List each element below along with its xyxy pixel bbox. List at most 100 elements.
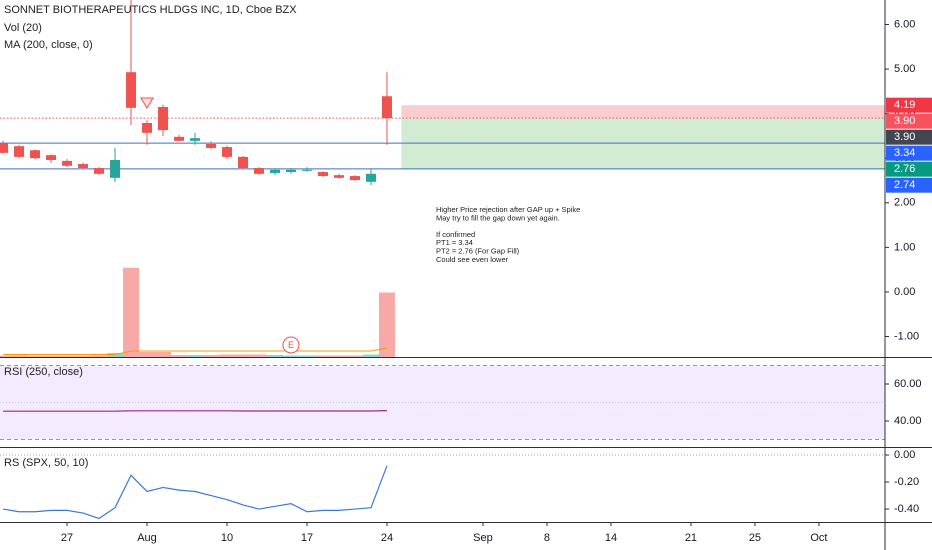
candle-body (142, 123, 153, 133)
rs-line (2, 465, 388, 520)
price-label: 3.90 (894, 115, 915, 127)
candle-body (206, 143, 217, 148)
pane-title: RS (SPX, 50, 10) (4, 457, 88, 469)
arrow-marker (140, 97, 154, 109)
y-tick-label: -1.00 (894, 330, 919, 342)
volume-bar (59, 356, 76, 357)
volume-bar (330, 355, 347, 357)
x-tick-label: 17 (301, 532, 313, 544)
price-label-bg (886, 113, 932, 129)
volume-bar (346, 355, 363, 357)
annotation-text: Could see even lower (436, 255, 509, 264)
y-tick-label: 2.00 (894, 197, 915, 209)
x-tick-label: 24 (381, 532, 393, 544)
volume-bar (283, 355, 300, 357)
volume-bar (378, 292, 395, 357)
candle-body (110, 160, 121, 178)
stop-zone (401, 105, 885, 119)
volume-bar (235, 354, 252, 357)
x-tick-label: 21 (685, 532, 697, 544)
price-label: 3.90 (894, 131, 915, 143)
indicator-label: Vol (20) (4, 22, 42, 34)
candle-body (94, 168, 105, 174)
candle-body (30, 150, 41, 159)
candle-body (78, 164, 89, 169)
x-tick-label: 8 (544, 532, 550, 544)
volume-bar (362, 354, 379, 357)
indicator-label: MA (200, close, 0) (4, 39, 93, 51)
candle-body (62, 160, 73, 166)
volume-ma-line (3, 347, 388, 356)
price-label-bg (886, 161, 932, 177)
y-tick-label: 5.00 (894, 63, 915, 75)
price-label: 2.76 (894, 163, 915, 175)
volume-bar (298, 355, 315, 357)
x-tick-label: Oct (810, 532, 827, 544)
x-tick-label: Sep (473, 532, 493, 544)
y-tick-label: 0.00 (894, 449, 915, 461)
y-tick-label: -0.20 (894, 476, 919, 488)
price-label: 2.74 (894, 179, 915, 191)
candle-body (270, 169, 281, 173)
y-tick-label: 60.00 (894, 378, 922, 390)
y-tick-label: 40.00 (894, 415, 922, 427)
volume-bar (267, 355, 284, 357)
volume-bar (314, 355, 331, 357)
annotation-text: If confirmed (436, 230, 475, 239)
plot-area: E (0, 0, 885, 520)
x-tick-label: 10 (221, 532, 233, 544)
volume-bar (187, 355, 204, 357)
volume-bar (91, 355, 108, 357)
event-label: E (288, 340, 294, 350)
price-label-bg (886, 145, 932, 161)
rsi-line (3, 410, 388, 412)
volume-bar (75, 356, 92, 357)
candle-body (349, 176, 360, 181)
candle-body (317, 172, 328, 177)
candle-body (286, 169, 297, 173)
x-tick-label: 25 (749, 532, 761, 544)
candle-body (46, 155, 57, 161)
annotation-text: PT1 = 3.34 (436, 238, 473, 247)
volume-bar (0, 355, 12, 357)
candle-body (0, 143, 9, 153)
volume-bar (219, 354, 236, 357)
candle-body (301, 169, 312, 171)
candle-body (190, 138, 201, 141)
volume-bar (155, 352, 172, 357)
candle-body (158, 106, 169, 131)
candle-body (126, 72, 137, 108)
y-tick-label: 1.00 (894, 241, 915, 253)
axes: 6.005.004.003.002.001.000.00-1.0060.0040… (61, 18, 922, 543)
event-marker (282, 336, 300, 354)
y-tick-label: 6.00 (894, 18, 915, 30)
x-tick-label: 14 (605, 532, 617, 544)
volume-bar (203, 355, 220, 357)
annotation-text: May try to fill the gap down yet again. (436, 213, 560, 222)
volume-bar (171, 355, 188, 357)
candle-body (174, 136, 185, 141)
chart-title: SONNET BIOTHERAPEUTICS HLDGS INC, 1D, Cb… (4, 4, 297, 16)
volume-bar (27, 356, 44, 357)
annotation-text: PT2 = 2.76 (For Gap Fill) (436, 246, 520, 255)
candle-body (222, 147, 233, 157)
candle-body (238, 156, 249, 169)
annotation-text: Higher Price rejection after GAP up + Sp… (436, 205, 580, 214)
volume-bar (251, 354, 268, 357)
y-tick-label: -0.40 (894, 503, 919, 515)
y-tick-label: 0.00 (894, 286, 915, 298)
candle-body (14, 146, 25, 157)
volume-bar (139, 352, 156, 357)
volume-bar (43, 356, 60, 357)
volume-bar (11, 355, 28, 357)
price-label-bg (886, 97, 932, 113)
price-label: 3.34 (894, 147, 915, 159)
candle-body (333, 175, 344, 178)
price-label: 4.19 (894, 99, 915, 111)
candle-body (365, 173, 376, 182)
volume-bar (123, 267, 140, 357)
price-label-bg (886, 129, 932, 145)
candle-body (381, 96, 392, 119)
